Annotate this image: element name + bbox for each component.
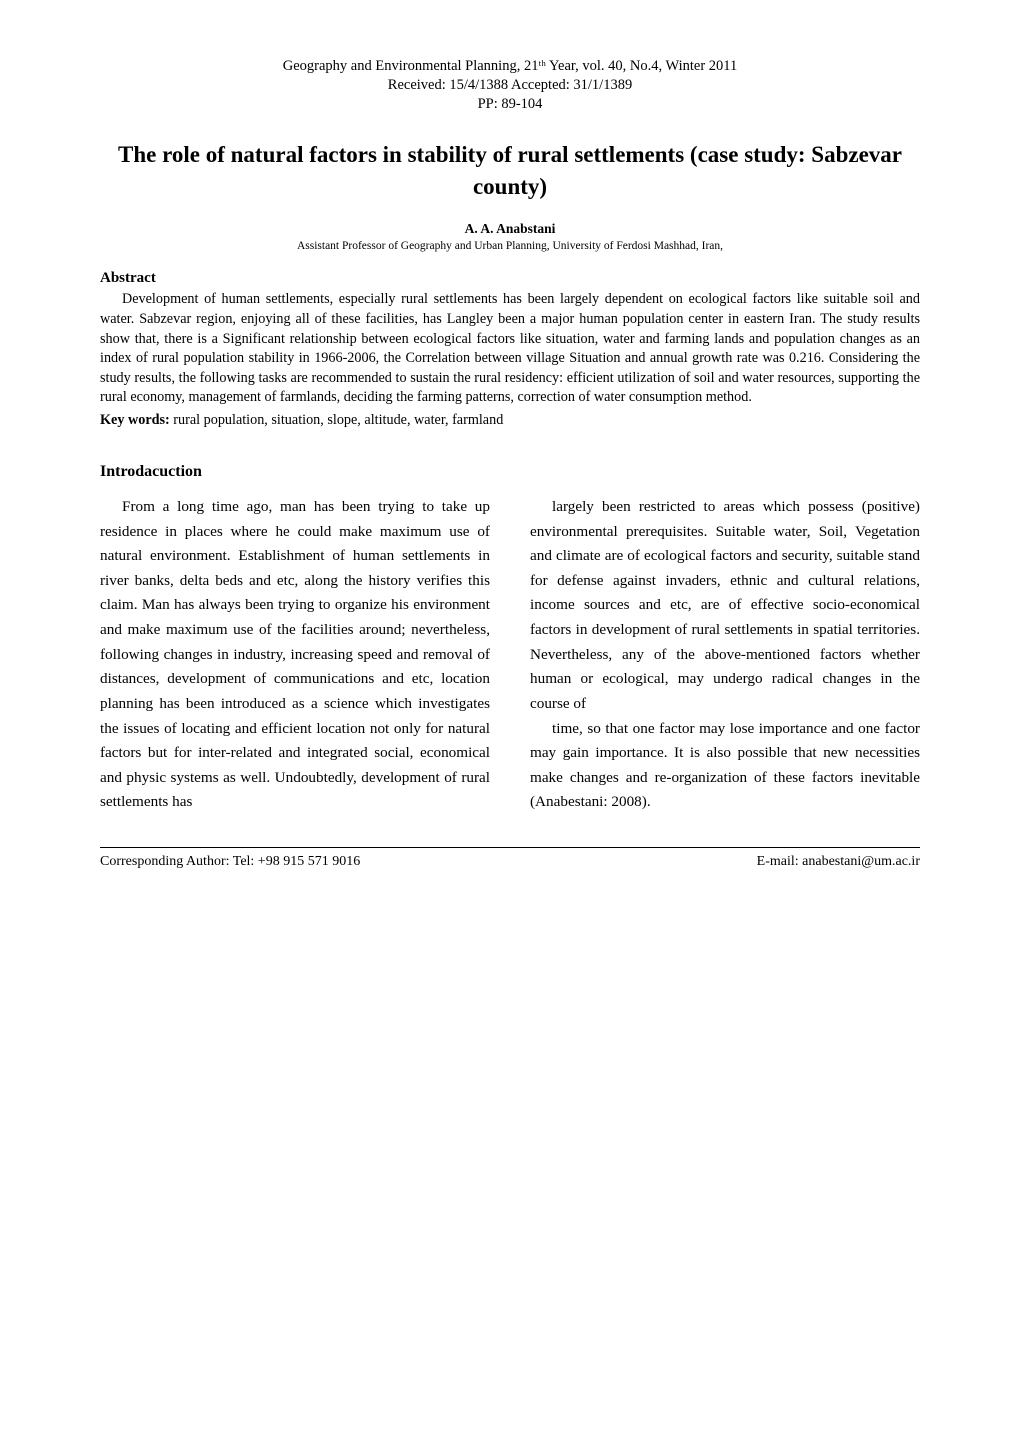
author-name: A. A. Anabstani — [100, 221, 920, 237]
journal-header: Geography and Environmental Planning, 21… — [100, 58, 920, 113]
intro-paragraph-1: From a long time ago, man has been tryin… — [100, 495, 490, 815]
keywords: Key words: rural population, situation, … — [100, 412, 920, 429]
journal-header-line1: Geography and Environmental Planning, 21… — [100, 58, 920, 75]
section-heading-introduction: Introdacuction — [100, 463, 920, 481]
journal-header-line3: PP: 89-104 — [100, 96, 920, 113]
author-affiliation: Assistant Professor of Geography and Urb… — [100, 240, 920, 252]
footer: Corresponding Author: Tel: +98 915 571 9… — [100, 854, 920, 870]
footer-separator — [100, 847, 920, 848]
intro-paragraph-2: largely been restricted to areas which p… — [530, 495, 920, 717]
intro-paragraph-3: time, so that one factor may lose import… — [530, 717, 920, 816]
keywords-text: rural population, situation, slope, alti… — [170, 412, 504, 428]
keywords-label: Key words: — [100, 412, 170, 428]
left-column: From a long time ago, man has been tryin… — [100, 495, 490, 815]
paper-title: The role of natural factors in stability… — [100, 139, 920, 203]
corresponding-email: E-mail: anabestani@um.ac.ir — [757, 854, 920, 870]
journal-header-line2: Received: 15/4/1388 Accepted: 31/1/1389 — [100, 77, 920, 94]
abstract-body: Development of human settlements, especi… — [100, 290, 920, 408]
right-column: largely been restricted to areas which p… — [530, 495, 920, 815]
abstract-heading: Abstract — [100, 270, 920, 287]
corresponding-author: Corresponding Author: Tel: +98 915 571 9… — [100, 854, 360, 870]
two-column-body: From a long time ago, man has been tryin… — [100, 495, 920, 815]
